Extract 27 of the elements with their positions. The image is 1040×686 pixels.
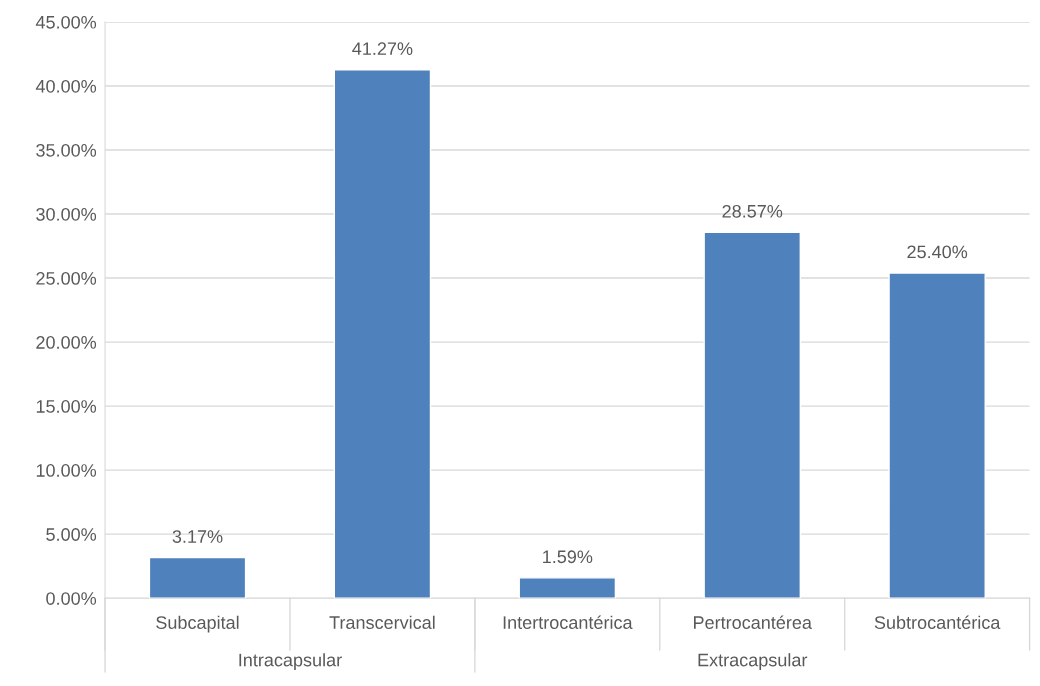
data-label: 28.57% (722, 204, 783, 218)
bar (888, 272, 986, 599)
data-label: 41.27% (352, 42, 413, 55)
y-tick-label: 25.00% (36, 271, 97, 285)
y-tick-label: 30.00% (36, 207, 97, 221)
data-label: 25.40% (907, 245, 968, 259)
y-tick-label: 20.00% (36, 336, 97, 349)
data-label: 1.59% (543, 550, 593, 564)
x-tick-label: Pertrocantérea (694, 615, 812, 629)
x-tick-label: Transcervical (329, 615, 435, 629)
x-tick-label: Subcapital (156, 615, 239, 633)
text: Extracapsular (698, 653, 808, 670)
bar (148, 556, 247, 599)
y-tick-label: 40.00% (35, 79, 97, 93)
y-tick-label: 35.00% (36, 143, 97, 157)
y-tick-label: 10.00% (36, 464, 97, 477)
x-tick-label: Intertrocantérica (503, 615, 633, 629)
y-tick-label: 45.00% (35, 15, 97, 29)
bar (518, 577, 617, 599)
y-tick-label: 0.00% (46, 592, 97, 605)
y-tick-label: 5.00% (46, 528, 97, 541)
data-label: 3.17% (172, 530, 223, 543)
text: Intracapsular (239, 653, 342, 670)
x-tick-label: Subtrocantérica (874, 615, 1001, 629)
y-tick-label: 15.00% (36, 400, 97, 413)
bar (333, 69, 432, 599)
bar (703, 231, 802, 599)
